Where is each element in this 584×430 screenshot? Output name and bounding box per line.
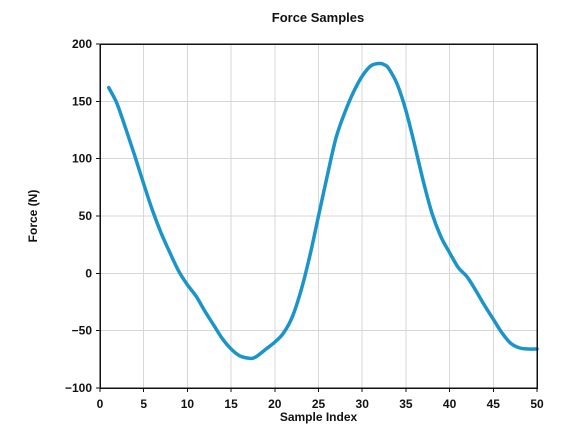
x-tick-label: 45 [487, 397, 501, 411]
x-tick-label: 0 [97, 397, 104, 411]
x-tick-label: 15 [224, 397, 238, 411]
x-tick-label: 5 [140, 397, 147, 411]
x-tick-label: 20 [268, 397, 282, 411]
tick-layer: 0 5 10 15 20 25 30 35 40 45 50 −100 −50 0 50 100 150 200 [65, 37, 544, 411]
x-tick-label: 10 [181, 397, 195, 411]
force-series-line [106, 61, 539, 361]
x-tick-label: 25 [312, 397, 326, 411]
series-layer [106, 61, 539, 361]
x-tick-label: 50 [530, 397, 544, 411]
plot-frame [99, 43, 538, 389]
y-axis-label: Force (N) [26, 190, 40, 243]
y-tick-label: −100 [65, 381, 92, 395]
chart-title: Force Samples [272, 10, 365, 25]
x-axis-label: Sample Index [280, 410, 358, 424]
x-tick-label: 35 [399, 397, 413, 411]
y-tick-label: 100 [72, 152, 92, 166]
y-tick-label: 200 [72, 37, 92, 51]
x-tick-label: 30 [356, 397, 370, 411]
y-tick-label: 50 [79, 209, 93, 223]
y-tick-label: −50 [72, 324, 93, 338]
y-tick-label: 0 [85, 266, 92, 280]
x-tick-label: 40 [443, 397, 457, 411]
y-tick-label: 150 [72, 94, 92, 108]
